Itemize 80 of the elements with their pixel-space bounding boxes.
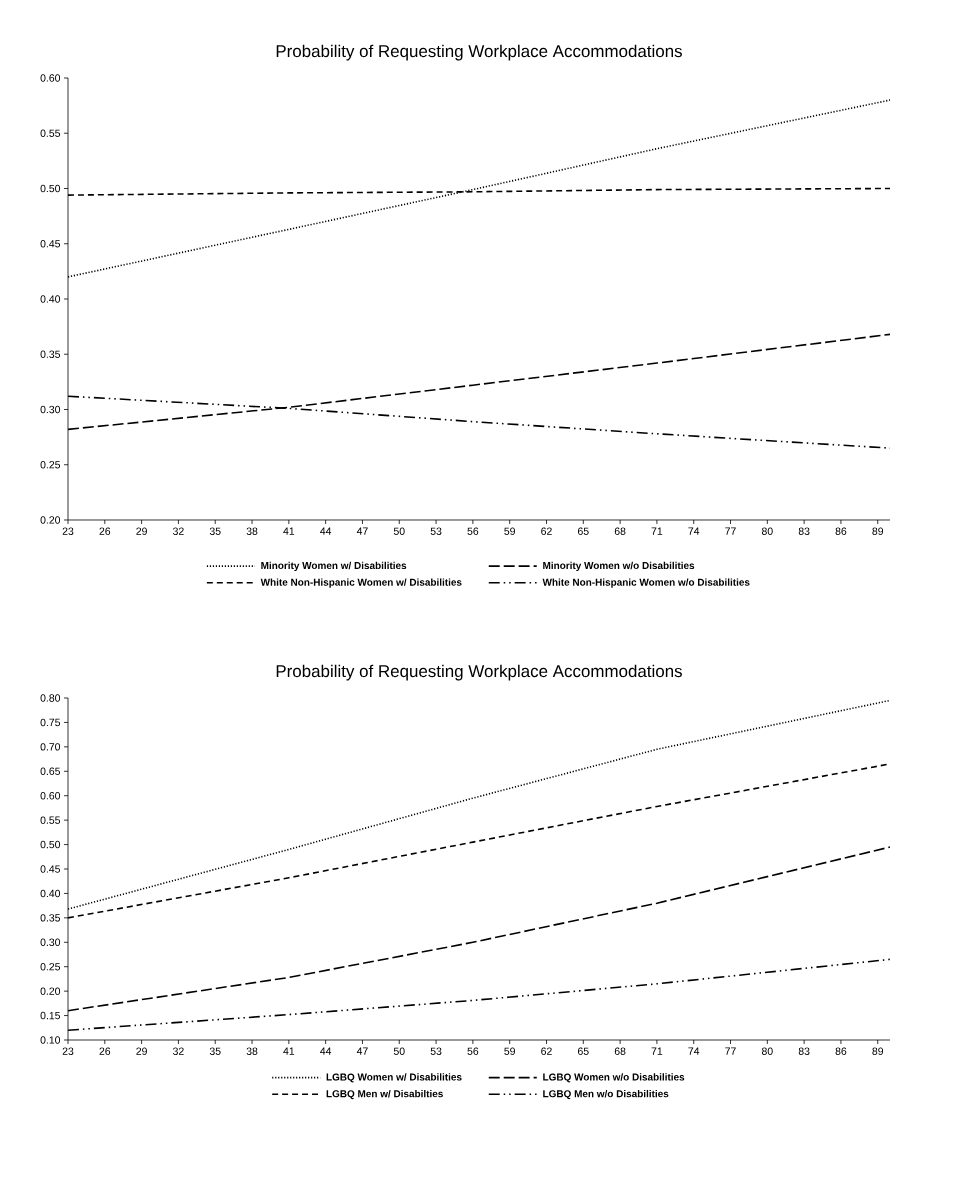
y-tick-label: 0.45 (40, 865, 61, 873)
y-tick-label: 0.50 (40, 184, 61, 193)
y-tick-label: 0.10 (40, 1036, 61, 1044)
x-tick-label: 35 (209, 527, 221, 535)
x-tick-label: 89 (872, 527, 884, 535)
x-tick-label: 50 (393, 527, 405, 535)
x-tick-label: 56 (467, 1047, 479, 1055)
x-tick-label: 83 (798, 527, 810, 535)
x-tick-label: 77 (725, 527, 736, 535)
x-tick-label: 80 (761, 527, 773, 535)
legend-label: LGBQ Men w/ Disabilties (326, 1089, 443, 1100)
y-tick-label: 0.80 (40, 694, 61, 702)
x-tick-label: 71 (651, 527, 663, 535)
x-tick-label: 77 (725, 1047, 736, 1055)
x-tick-label: 65 (578, 1047, 589, 1055)
x-tick-label: 56 (467, 527, 479, 535)
y-tick-label: 0.25 (40, 963, 61, 971)
x-tick-label: 38 (246, 527, 258, 535)
legend-label: White Non-Hispanic Women w/o Disabilities (542, 578, 750, 588)
x-tick-label: 38 (246, 1047, 258, 1055)
x-tick-label: 74 (688, 1047, 700, 1055)
x-tick-label: 29 (136, 527, 147, 535)
x-tick-label: 62 (541, 1047, 552, 1055)
chart-title: Probability of Requesting Workplace Accommodations (276, 44, 682, 61)
y-tick-label: 0.45 (40, 240, 61, 248)
x-tick-label: 80 (761, 1047, 773, 1055)
x-tick-label: 44 (320, 1047, 332, 1055)
y-tick-label: 0.70 (40, 743, 61, 751)
x-tick-label: 65 (578, 527, 589, 535)
x-tick-label: 59 (504, 1047, 515, 1055)
x-tick-label: 26 (99, 527, 111, 535)
x-tick-label: 83 (798, 1047, 810, 1055)
legend-label: LGBQ Men w/o Disabilities (543, 1089, 669, 1100)
x-tick-label: 23 (62, 527, 74, 535)
y-tick-label: 0.15 (40, 1011, 61, 1020)
x-tick-label: 32 (172, 1047, 184, 1055)
x-tick-label: 74 (688, 527, 700, 535)
y-tick-label: 0.30 (40, 405, 61, 414)
legend-label: LGBQ Women w/o Disabilities (543, 1073, 685, 1083)
x-tick-label: 41 (283, 1047, 295, 1055)
y-tick-label: 0.75 (40, 718, 61, 727)
y-tick-label: 0.30 (40, 938, 61, 946)
x-tick-label: 23 (62, 1047, 74, 1055)
legend-label: LGBQ Women w/ Disabilities (326, 1073, 462, 1083)
y-tick-label: 0.60 (40, 792, 61, 800)
chart-title: Probability of Requesting Workplace Accommodations (276, 664, 682, 681)
y-tick-label: 0.50 (40, 840, 61, 849)
x-tick-label: 62 (541, 527, 552, 535)
x-tick-label: 44 (320, 527, 332, 535)
y-tick-label: 0.35 (40, 350, 61, 358)
x-tick-label: 86 (835, 1047, 847, 1055)
x-tick-label: 50 (393, 1047, 405, 1055)
y-tick-label: 0.60 (40, 74, 61, 82)
y-tick-label: 0.20 (40, 516, 61, 524)
legend-label: Minority Women w/o Disabilities (543, 561, 695, 572)
x-tick-label: 68 (614, 1047, 626, 1055)
x-tick-label: 29 (136, 1047, 147, 1055)
y-tick-label: 0.55 (40, 816, 61, 824)
x-tick-label: 26 (99, 1047, 111, 1055)
legend-label: Minority Women w/ Disabilities (261, 561, 407, 572)
y-tick-label: 0.55 (40, 129, 61, 137)
legend-label: White Non-Hispanic Women w/ Disabilities (260, 578, 462, 588)
x-tick-label: 86 (835, 527, 847, 535)
x-tick-label: 71 (651, 1047, 663, 1055)
x-tick-label: 47 (356, 527, 368, 535)
x-tick-label: 35 (209, 1047, 221, 1055)
y-tick-label: 0.40 (40, 889, 61, 898)
y-tick-label: 0.20 (40, 987, 61, 995)
x-tick-label: 59 (504, 527, 515, 535)
y-tick-label: 0.35 (40, 914, 61, 922)
y-tick-label: 0.25 (40, 461, 61, 469)
x-tick-label: 68 (614, 527, 626, 535)
y-tick-label: 0.40 (40, 295, 61, 303)
x-tick-label: 47 (356, 1047, 368, 1055)
x-tick-label: 53 (430, 1047, 442, 1055)
x-tick-label: 53 (430, 527, 442, 535)
x-tick-label: 32 (172, 527, 184, 535)
y-tick-label: 0.65 (40, 767, 61, 775)
x-tick-label: 41 (283, 527, 295, 535)
x-tick-label: 89 (872, 1047, 884, 1055)
